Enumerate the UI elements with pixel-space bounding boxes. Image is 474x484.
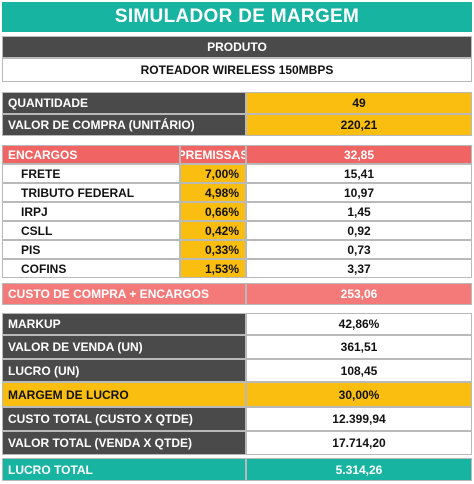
encargos-label: ENCARGOS: [2, 145, 180, 164]
encargo-name: TRIBUTO FEDERAL: [2, 183, 180, 202]
encargo-pct[interactable]: 0,66%: [180, 202, 246, 221]
page-title: SIMULADOR DE MARGEM: [2, 2, 472, 32]
valor-venda-row: VALOR DE VENDA (UN) 361,51: [2, 335, 472, 359]
markup-value: 42,86%: [246, 313, 472, 335]
margem-row: MARGEM DE LUCRO 30,00%: [2, 382, 472, 407]
valor-total-row: VALOR TOTAL (VENDA X QTDE) 17.714,20: [2, 431, 472, 455]
encargo-value: 0,73: [246, 240, 472, 259]
encargo-name: CSLL: [2, 221, 180, 240]
custo-compra-label: CUSTO DE COMPRA + ENCARGOS: [2, 283, 246, 305]
valor-total-value: 17.714,20: [246, 431, 472, 455]
quantidade-row: QUANTIDADE 49: [2, 92, 472, 114]
quantidade-value[interactable]: 49: [246, 92, 472, 114]
encargo-name: PIS: [2, 240, 180, 259]
encargo-value: 15,41: [246, 164, 472, 183]
encargo-name: COFINS: [2, 259, 180, 278]
produto-value-row: ROTEADOR WIRELESS 150MBPS: [2, 58, 472, 82]
encargos-header-row: ENCARGOS PREMISSAS 32,85: [2, 145, 472, 164]
encargo-row: COFINS 1,53% 3,37: [2, 259, 472, 278]
valor-venda-value: 361,51: [246, 335, 472, 359]
encargo-value: 0,92: [246, 221, 472, 240]
margem-label: MARGEM DE LUCRO: [2, 382, 246, 407]
produto-header-row: PRODUTO: [2, 36, 472, 58]
lucro-total-label: LUCRO TOTAL: [2, 458, 246, 481]
encargo-value: 3,37: [246, 259, 472, 278]
encargo-pct[interactable]: 1,53%: [180, 259, 246, 278]
produto-label: PRODUTO: [2, 36, 472, 58]
encargos-total: 32,85: [246, 145, 472, 164]
lucro-total-value: 5.314,26: [246, 458, 472, 481]
encargo-pct[interactable]: 4,98%: [180, 183, 246, 202]
valor-compra-label: VALOR DE COMPRA (UNITÁRIO): [2, 114, 246, 136]
markup-label: MARKUP: [2, 313, 246, 335]
encargo-pct[interactable]: 7,00%: [180, 164, 246, 183]
encargo-pct[interactable]: 0,42%: [180, 221, 246, 240]
markup-row: MARKUP 42,86%: [2, 313, 472, 335]
custo-total-label: CUSTO TOTAL (CUSTO X QTDE): [2, 407, 246, 431]
produto-value[interactable]: ROTEADOR WIRELESS 150MBPS: [2, 58, 472, 82]
custo-total-row: CUSTO TOTAL (CUSTO X QTDE) 12.399,94: [2, 407, 472, 431]
lucro-un-row: LUCRO (UN) 108,45: [2, 359, 472, 382]
custo-compra-value: 253,06: [246, 283, 472, 305]
valor-compra-value[interactable]: 220,21: [246, 114, 472, 136]
custo-compra-row: CUSTO DE COMPRA + ENCARGOS 253,06: [2, 283, 472, 305]
lucro-un-value: 108,45: [246, 359, 472, 382]
encargo-name: FRETE: [2, 164, 180, 183]
encargo-value: 1,45: [246, 202, 472, 221]
margem-value[interactable]: 30,00%: [246, 382, 472, 407]
valor-total-label: VALOR TOTAL (VENDA X QTDE): [2, 431, 246, 455]
encargo-row: IRPJ 0,66% 1,45: [2, 202, 472, 221]
encargo-row: TRIBUTO FEDERAL 4,98% 10,97: [2, 183, 472, 202]
encargo-name: IRPJ: [2, 202, 180, 221]
premissas-label: PREMISSAS: [180, 145, 246, 164]
encargo-row: PIS 0,33% 0,73: [2, 240, 472, 259]
lucro-total-row: LUCRO TOTAL 5.314,26: [2, 458, 472, 481]
quantidade-label: QUANTIDADE: [2, 92, 246, 114]
lucro-un-label: LUCRO (UN): [2, 359, 246, 382]
encargo-row: CSLL 0,42% 0,92: [2, 221, 472, 240]
title-row: SIMULADOR DE MARGEM: [2, 2, 472, 32]
encargo-row: FRETE 7,00% 15,41: [2, 164, 472, 183]
valor-venda-label: VALOR DE VENDA (UN): [2, 335, 246, 359]
encargo-pct[interactable]: 0,33%: [180, 240, 246, 259]
custo-total-value: 12.399,94: [246, 407, 472, 431]
valor-compra-row: VALOR DE COMPRA (UNITÁRIO) 220,21: [2, 114, 472, 136]
encargo-value: 10,97: [246, 183, 472, 202]
